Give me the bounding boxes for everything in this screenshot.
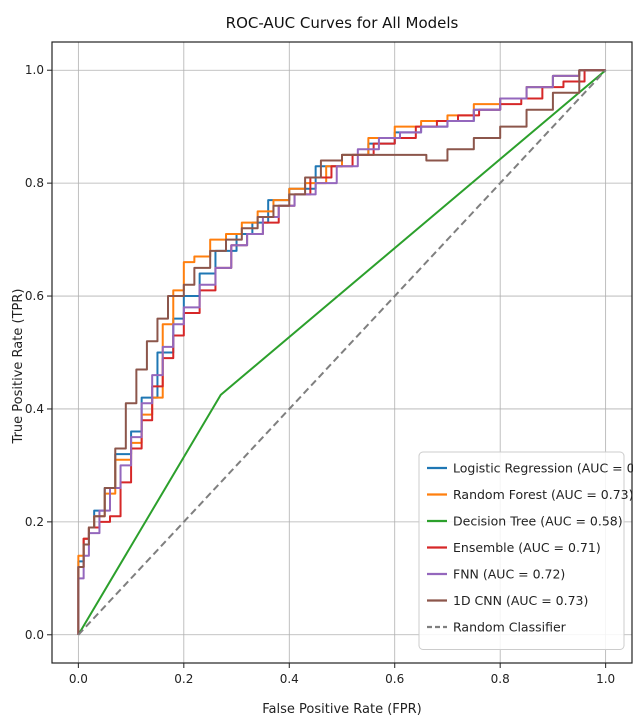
legend-entry: Random Forest (AUC = 0.73) xyxy=(453,487,633,502)
y-tick-label: 0.0 xyxy=(25,628,44,642)
x-tick-label: 0.8 xyxy=(491,672,510,686)
legend-entry: Ensemble (AUC = 0.71) xyxy=(453,540,601,555)
legend-entry: FNN (AUC = 0.72) xyxy=(453,567,565,582)
chart-title: ROC-AUC Curves for All Models xyxy=(226,14,459,32)
legend-entry: 1D CNN (AUC = 0.73) xyxy=(453,593,588,608)
legend-entry: Random Classifier xyxy=(453,620,567,635)
y-tick-label: 0.8 xyxy=(25,176,44,190)
series-line-2 xyxy=(77,69,607,636)
x-tick-label: 0.6 xyxy=(385,672,404,686)
legend: Logistic Regression (AUC = 0.73) Random F… xyxy=(418,451,633,650)
y-tick-label: 0.4 xyxy=(25,402,44,416)
y-tick-label: 0.2 xyxy=(25,515,44,529)
legend-entry: Logistic Regression (AUC = 0.73) xyxy=(453,461,633,476)
axis-ticks: 0.0 0.2 0.4 0.6 0.8 1.0 0.0 0.2 0.4 0.6 0.8 1.0 xyxy=(25,63,615,686)
y-tick-label: 1.0 xyxy=(25,63,44,77)
y-tick-label: 0.6 xyxy=(25,289,44,303)
legend-box xyxy=(418,451,625,650)
x-tick-label: 0.4 xyxy=(280,672,299,686)
y-axis-title: True Positive Rate (TPR) xyxy=(11,289,26,445)
legend-entry: Decision Tree (AUC = 0.58) xyxy=(453,514,623,529)
x-tick-label: 1.0 xyxy=(596,672,615,686)
series-line-6 xyxy=(77,69,607,636)
series-lines xyxy=(77,69,607,636)
plot-frame xyxy=(51,41,633,664)
x-tick-label: 0.0 xyxy=(69,672,88,686)
x-tick-label: 0.2 xyxy=(174,672,193,686)
series-line-5 xyxy=(77,69,606,635)
x-axis-title: False Positive Rate (FPR) xyxy=(262,702,421,717)
grid xyxy=(52,42,632,663)
